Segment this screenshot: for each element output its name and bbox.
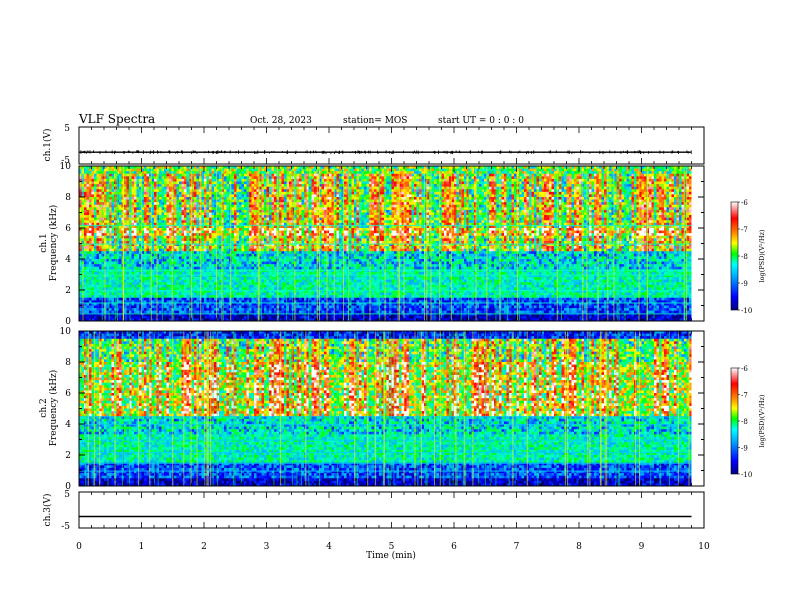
freq-tick-label: 2 <box>65 451 71 461</box>
freq-tick-label: 10 <box>60 162 72 172</box>
colorbar-tick-label: -6 <box>741 199 748 207</box>
freq-tick-label: 4 <box>65 255 71 265</box>
freq-tick-label: 10 <box>60 327 72 337</box>
colorbar-gradient <box>731 368 738 474</box>
colorbar-tick-label: -7 <box>741 226 748 234</box>
ch1-ytick-top: 5 <box>64 124 70 134</box>
x-axis-label: Time (min) <box>366 550 416 561</box>
colorbar-tick-label: -6 <box>741 365 748 373</box>
time-tick-label: 4 <box>326 542 332 552</box>
freq-tick-label: 0 <box>65 317 71 327</box>
ch1-ylabel-frequency: Frequency (kHz) <box>48 205 59 282</box>
freq-tick-label: 6 <box>65 224 71 234</box>
ch1-spectrogram-image <box>79 166 704 321</box>
freq-tick-label: 4 <box>65 420 71 430</box>
panel-ch1-spectrogram: 0 2 4 6 8 10 ch.1 Frequency (kHz) <box>39 162 704 327</box>
time-tick-label: 3 <box>264 542 270 552</box>
colorbar-tick-label: -10 <box>741 471 752 479</box>
freq-tick-label: 2 <box>65 286 71 296</box>
figure-start-time: start UT = 0 : 0 : 0 <box>438 116 524 126</box>
time-tick-label: 7 <box>514 542 520 552</box>
ch3-ytick-top: 5 <box>64 490 70 500</box>
time-tick-label: 9 <box>639 542 645 552</box>
ch3-ytick-bottom: -5 <box>61 522 70 532</box>
ch1-ylabel-channel: ch.1 <box>39 233 49 252</box>
figure-date: Oct. 28, 2023 <box>250 116 312 126</box>
colorbar-tick-label: -9 <box>741 280 748 288</box>
ch2-ylabel-frequency: Frequency (kHz) <box>48 370 59 447</box>
colorbar-tick-label: -10 <box>741 307 752 315</box>
ch2-ylabel-channel: ch.2 <box>39 398 49 417</box>
ch2-colorbar: -6 -7 -8 -9 -10 log(PSD)(V²/Hz) <box>731 365 766 479</box>
colorbar-tick-label: -9 <box>741 445 748 453</box>
freq-tick-label: 8 <box>65 358 71 368</box>
colorbar-label: log(PSD)(V²/Hz) <box>758 229 766 282</box>
time-tick-label: 1 <box>139 542 145 552</box>
ch1-colorbar: -6 -7 -8 -9 -10 log(PSD)(V²/Hz) <box>731 199 766 315</box>
figure-title: VLF Spectra <box>78 112 155 126</box>
time-tick-label: 0 <box>76 542 82 552</box>
colorbar-tick-label: -8 <box>741 253 748 261</box>
time-tick-label: 8 <box>576 542 582 552</box>
figure-station: station= MOS <box>343 116 407 126</box>
colorbar-label: log(PSD)(V²/Hz) <box>758 394 766 447</box>
ch3-voltage-ylabel: ch.3(V) <box>42 494 53 527</box>
freq-tick-label: 6 <box>65 389 71 399</box>
colorbar-gradient <box>731 202 738 310</box>
ch1-voltage-ylabel: ch.1(V) <box>42 129 53 162</box>
ch2-spectrogram-image <box>79 331 704 486</box>
colorbar-tick-label: -8 <box>741 418 748 426</box>
time-tick-label: 10 <box>698 542 710 552</box>
colorbar-tick-label: -7 <box>741 392 748 400</box>
time-tick-label: 2 <box>201 542 207 552</box>
time-tick-label: 6 <box>451 542 457 552</box>
freq-tick-label: 8 <box>65 193 71 203</box>
